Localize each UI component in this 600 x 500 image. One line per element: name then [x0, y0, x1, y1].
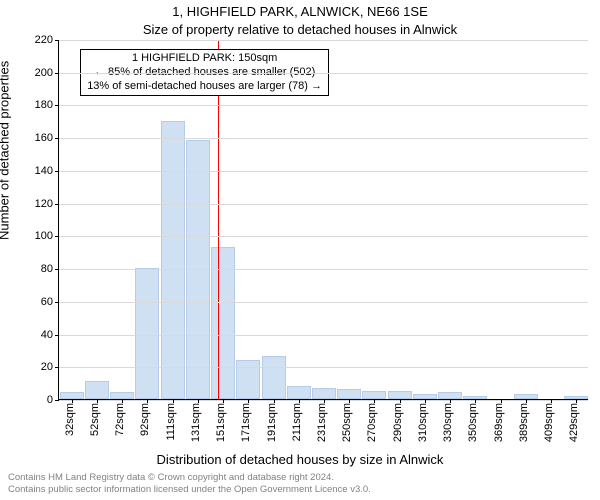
- ytick-label: 40: [41, 329, 59, 341]
- ytick-label: 80: [41, 263, 59, 275]
- chart-title-line2: Size of property relative to detached ho…: [0, 22, 600, 37]
- x-axis-label: Distribution of detached houses by size …: [157, 452, 444, 467]
- xtick-label: 151sqm: [215, 399, 227, 442]
- ytick-label: 20: [41, 361, 59, 373]
- xtick-label: 52sqm: [89, 399, 101, 436]
- ytick-label: 120: [35, 198, 59, 210]
- xtick-label: 92sqm: [139, 399, 151, 436]
- footer-attribution: Contains HM Land Registry data © Crown c…: [8, 472, 371, 496]
- bar: [312, 388, 336, 399]
- bar: [362, 391, 386, 399]
- xtick-label: 111sqm: [165, 399, 177, 441]
- xtick-label: 429sqm: [568, 399, 580, 442]
- plot-area: 1 HIGHFIELD PARK: 150sqm ← 85% of detach…: [58, 40, 588, 400]
- ytick-label: 180: [35, 99, 59, 111]
- xtick-label: 131sqm: [190, 399, 202, 442]
- gridline: [59, 236, 588, 237]
- bar: [337, 389, 361, 399]
- ytick-label: 140: [35, 165, 59, 177]
- xtick-label: 350sqm: [467, 399, 479, 442]
- footer-line2: Contains public sector information licen…: [8, 484, 371, 496]
- bar: [262, 356, 286, 399]
- ytick-label: 200: [35, 67, 59, 79]
- gridline: [59, 204, 588, 205]
- ytick-label: 160: [35, 132, 59, 144]
- xtick-label: 231sqm: [316, 399, 328, 442]
- xtick-label: 72sqm: [114, 399, 126, 436]
- footer-line1: Contains HM Land Registry data © Crown c…: [8, 472, 371, 484]
- bar: [85, 381, 109, 399]
- xtick-label: 310sqm: [417, 399, 429, 442]
- xtick-label: 32sqm: [64, 399, 76, 436]
- bar: [388, 391, 412, 399]
- xtick-label: 369sqm: [493, 399, 505, 442]
- gridline: [59, 367, 588, 368]
- gridline: [59, 73, 588, 74]
- gridline: [59, 302, 588, 303]
- ytick-label: 220: [35, 34, 59, 46]
- gridline: [59, 105, 588, 106]
- xtick-label: 171sqm: [240, 399, 252, 442]
- gridline: [59, 171, 588, 172]
- chart-title-line1: 1, HIGHFIELD PARK, ALNWICK, NE66 1SE: [0, 4, 600, 19]
- xtick-label: 250sqm: [341, 399, 353, 442]
- xtick-label: 409sqm: [543, 399, 555, 442]
- bar: [287, 386, 311, 399]
- gridline: [59, 269, 588, 270]
- xtick-label: 330sqm: [442, 399, 454, 442]
- gridline: [59, 40, 588, 41]
- xtick-label: 270sqm: [366, 399, 378, 442]
- gridline: [59, 138, 588, 139]
- xtick-label: 290sqm: [392, 399, 404, 442]
- annotation-line3: 13% of semi-detached houses are larger (…: [87, 80, 322, 94]
- bar: [161, 121, 185, 399]
- gridline: [59, 335, 588, 336]
- bar: [236, 360, 260, 399]
- xtick-label: 191sqm: [266, 399, 278, 442]
- ytick-label: 100: [35, 230, 59, 242]
- y-axis-label: Number of detached properties: [0, 61, 12, 240]
- ytick-label: 60: [41, 296, 59, 308]
- xtick-label: 389sqm: [518, 399, 530, 442]
- annotation-line1: 1 HIGHFIELD PARK: 150sqm: [87, 52, 322, 66]
- ytick-label: 0: [47, 394, 59, 406]
- xtick-label: 211sqm: [291, 399, 303, 441]
